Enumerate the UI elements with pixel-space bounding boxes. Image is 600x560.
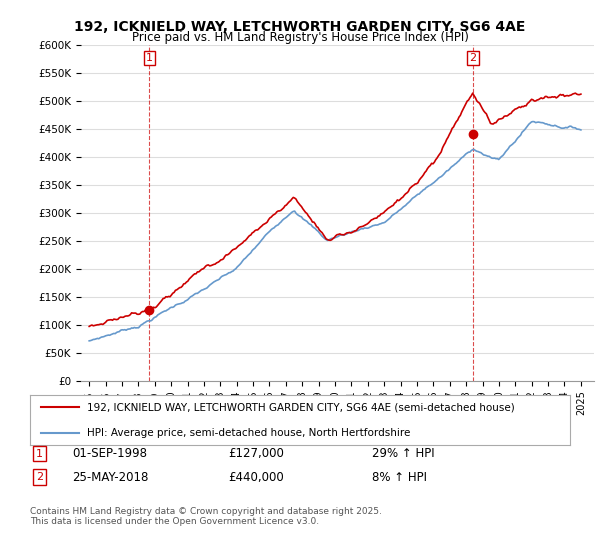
Text: £440,000: £440,000 [228,470,284,484]
Text: £127,000: £127,000 [228,447,284,460]
Text: HPI: Average price, semi-detached house, North Hertfordshire: HPI: Average price, semi-detached house,… [86,428,410,437]
Text: Contains HM Land Registry data © Crown copyright and database right 2025.
This d: Contains HM Land Registry data © Crown c… [30,507,382,526]
Text: 1: 1 [36,449,43,459]
Text: 29% ↑ HPI: 29% ↑ HPI [372,447,434,460]
Text: 192, ICKNIELD WAY, LETCHWORTH GARDEN CITY, SG6 4AE: 192, ICKNIELD WAY, LETCHWORTH GARDEN CIT… [74,20,526,34]
Text: 01-SEP-1998: 01-SEP-1998 [72,447,147,460]
Text: 25-MAY-2018: 25-MAY-2018 [72,470,148,484]
Text: Price paid vs. HM Land Registry's House Price Index (HPI): Price paid vs. HM Land Registry's House … [131,31,469,44]
Text: 2: 2 [36,472,43,482]
Text: 8% ↑ HPI: 8% ↑ HPI [372,470,427,484]
Text: 1: 1 [146,53,153,63]
Text: 192, ICKNIELD WAY, LETCHWORTH GARDEN CITY, SG6 4AE (semi-detached house): 192, ICKNIELD WAY, LETCHWORTH GARDEN CIT… [86,403,514,412]
Text: 2: 2 [469,53,476,63]
